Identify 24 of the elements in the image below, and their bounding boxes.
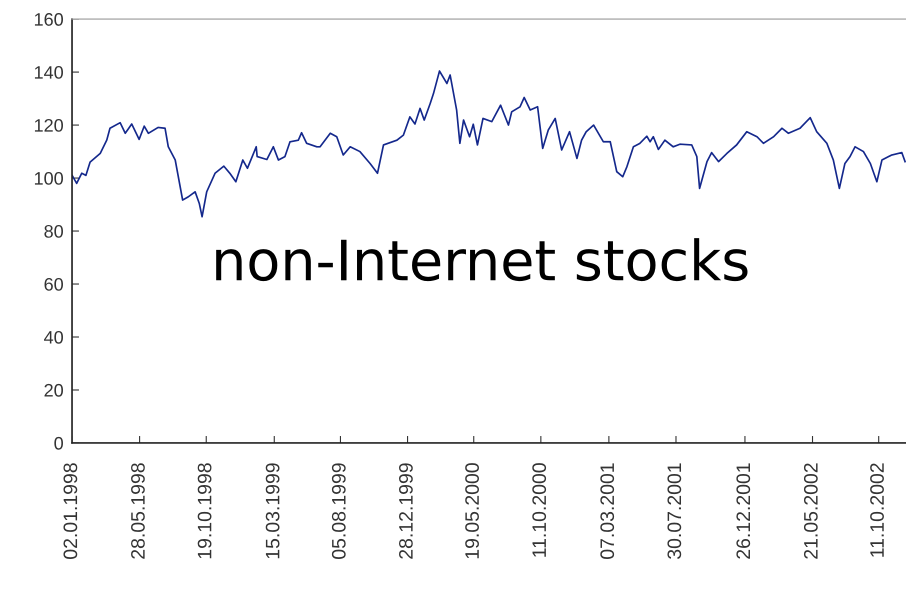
x-tick-label: 19.10.1998	[198, 463, 212, 558]
y-tick-label: 100	[34, 172, 63, 185]
y-tick-label: 20	[44, 384, 63, 397]
line-series	[72, 70, 906, 218]
x-tick-label: 11.10.2000	[532, 463, 546, 557]
x-tick-label: 02.01.1998	[63, 463, 78, 559]
y-tick-label: 60	[44, 278, 63, 291]
y-tick-label: 160	[34, 13, 63, 26]
y-tick-label: 140	[34, 66, 63, 79]
y-tick-label: 80	[44, 224, 63, 238]
annotation: non-Internet stocks	[216, 238, 748, 282]
x-tick-label: 30.07.2001	[667, 463, 682, 559]
x-tick-label: 11.10.2002	[870, 463, 884, 557]
x-tick-label: 07.03.2001	[600, 463, 614, 559]
x-tick-label: 05.08.1999	[332, 463, 346, 559]
x-tick-label: 26.12.2001	[736, 463, 750, 559]
x-tick-label: 19.05.2000	[465, 463, 479, 558]
y-tick-label: 40	[44, 330, 63, 344]
x-tick-label: 15.03.1999	[266, 463, 280, 558]
y-tick-label: 120	[34, 119, 63, 132]
x-tick-label: 28.05.1998	[131, 463, 145, 559]
x-tick-label: 21.05.2002	[804, 463, 818, 559]
x-tick-label: 28.12.1999	[399, 463, 413, 559]
y-tick-label: 0	[54, 436, 63, 450]
